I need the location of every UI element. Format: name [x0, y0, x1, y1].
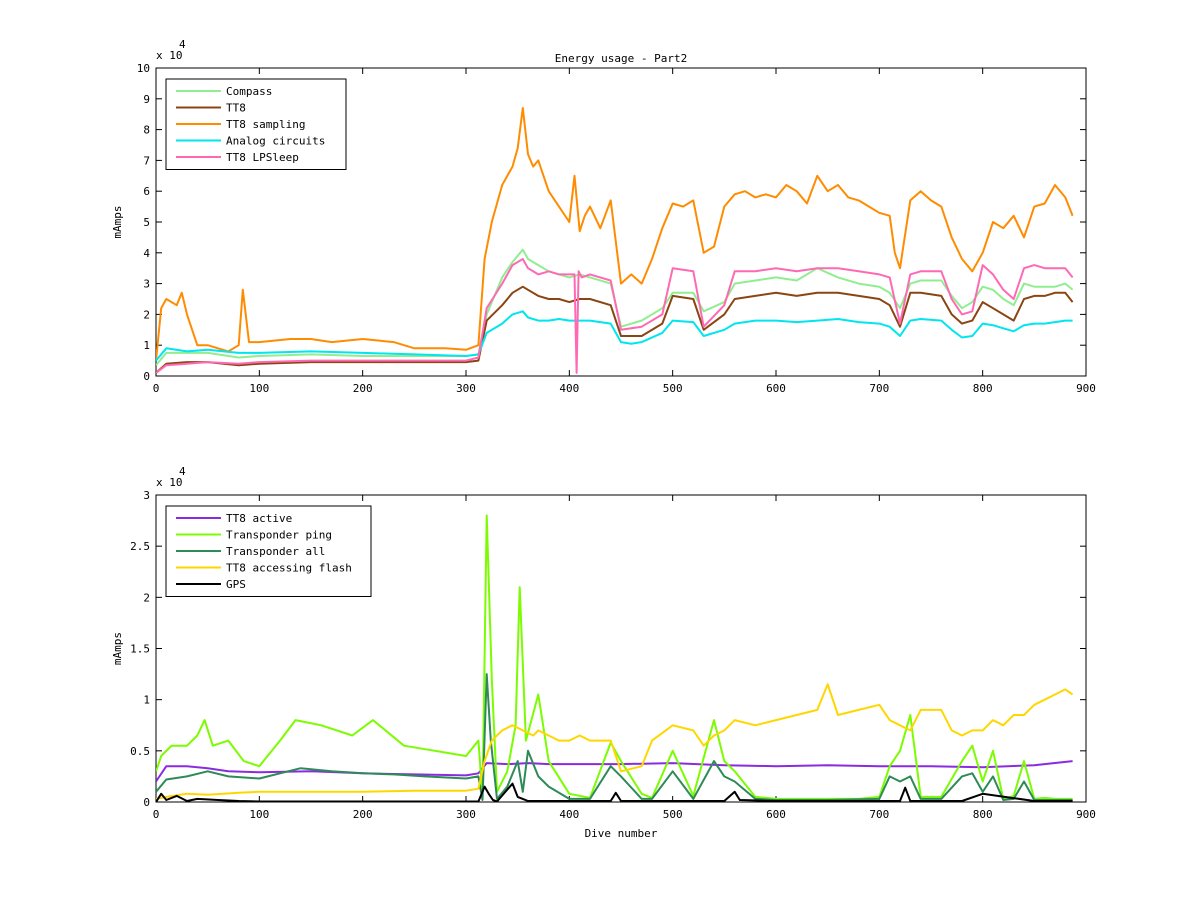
x-tick-label: 500: [663, 808, 683, 821]
y-tick-label: 4: [143, 247, 150, 260]
y-tick-label: 1.5: [130, 643, 150, 656]
x-tick-label: 400: [559, 382, 579, 395]
legend-label: Compass: [226, 85, 272, 98]
x-tick-label: 900: [1076, 808, 1096, 821]
chart-panel-1: 0 100 200 300 400 500 600 700 800 900 0 1 2 3 4 5 6 7 8 9 10…: [111, 38, 1096, 395]
y-exponent-power: 4: [179, 465, 186, 478]
legend: Compass TT8 TT8 sampling Analog circuits TT8…: [165, 78, 347, 170]
x-tick-label: 200: [353, 382, 373, 395]
y-tick-label: 0.5: [130, 745, 150, 758]
x-tick-label: 500: [663, 382, 683, 395]
x-tick-label: 300: [456, 382, 476, 395]
series-line-tt8-accessing-flash: [156, 683, 1074, 800]
y-tick-label: 2: [143, 591, 150, 604]
y-tick-label: 9: [143, 93, 150, 106]
series-line-tt8: [156, 285, 1074, 374]
x-tick-label: 700: [869, 808, 889, 821]
x-tick-label: 100: [249, 382, 269, 395]
legend-label: TT8 accessing flash: [226, 562, 352, 575]
chart-title: Energy usage - Part2: [555, 52, 687, 65]
y-tick-label: 8: [143, 124, 150, 137]
chart-panel-2: 0 100 200 300 400 500 600 700 800 900 0 0.5 1 1.5 2 2.5…: [111, 465, 1096, 840]
series-line-gps: [156, 782, 1073, 802]
legend-label: TT8: [226, 102, 246, 115]
legend-label: TT8 LPSleep: [226, 151, 299, 164]
y-tick-label: 3: [143, 489, 150, 502]
legend-label: GPS: [226, 578, 246, 591]
x-tick-label: 0: [153, 382, 160, 395]
x-tick-label: 600: [766, 382, 786, 395]
y-exponent-label: x 10: [156, 476, 183, 489]
y-axis-label: mAmps: [111, 632, 124, 665]
y-tick-label: 5: [143, 216, 150, 229]
series-line-tt8-sampling: [156, 107, 1074, 361]
series-line-tt8-lpsleep: [156, 258, 1074, 374]
x-tick-label: 200: [353, 808, 373, 821]
legend: TT8 active Transponder ping Transponder al…: [165, 505, 372, 597]
y-tick-label: 2.5: [130, 540, 150, 553]
y-tick-label: 2: [143, 308, 150, 321]
legend-label: TT8 sampling: [226, 118, 305, 131]
x-axis-label: Dive number: [585, 827, 658, 840]
x-tick-label: 100: [249, 808, 269, 821]
series-group: [156, 514, 1074, 802]
x-tick-label: 800: [973, 382, 993, 395]
y-tick-label: 0: [143, 370, 150, 383]
y-tick-label: 7: [143, 154, 150, 167]
legend-label: Analog circuits: [226, 135, 325, 148]
y-tick-label: 3: [143, 278, 150, 291]
series-line-transponder-all: [156, 673, 1073, 801]
legend-label: TT8 active: [226, 512, 292, 525]
y-tick-label: 6: [143, 185, 150, 198]
x-tick-label: 400: [559, 808, 579, 821]
series-line-analog-circuits: [156, 310, 1073, 362]
y-axis-label: mAmps: [111, 205, 124, 238]
y-tick-label: 0: [143, 796, 150, 809]
x-tick-label: 800: [973, 808, 993, 821]
y-exponent-label: x 10: [156, 49, 183, 62]
legend-label: Transponder all: [226, 545, 325, 558]
series-line-transponder-ping: [156, 514, 1073, 800]
y-tick-label: 10: [137, 62, 150, 75]
x-tick-label: 300: [456, 808, 476, 821]
y-tick-label: 1: [143, 694, 150, 707]
x-tick-label: 0: [153, 808, 160, 821]
x-tick-label: 700: [869, 382, 889, 395]
y-exponent-power: 4: [179, 38, 186, 51]
legend-label: Transponder ping: [226, 529, 332, 542]
series-group: [156, 107, 1074, 374]
x-tick-label: 600: [766, 808, 786, 821]
x-tick-label: 900: [1076, 382, 1096, 395]
y-tick-label: 1: [143, 339, 150, 352]
